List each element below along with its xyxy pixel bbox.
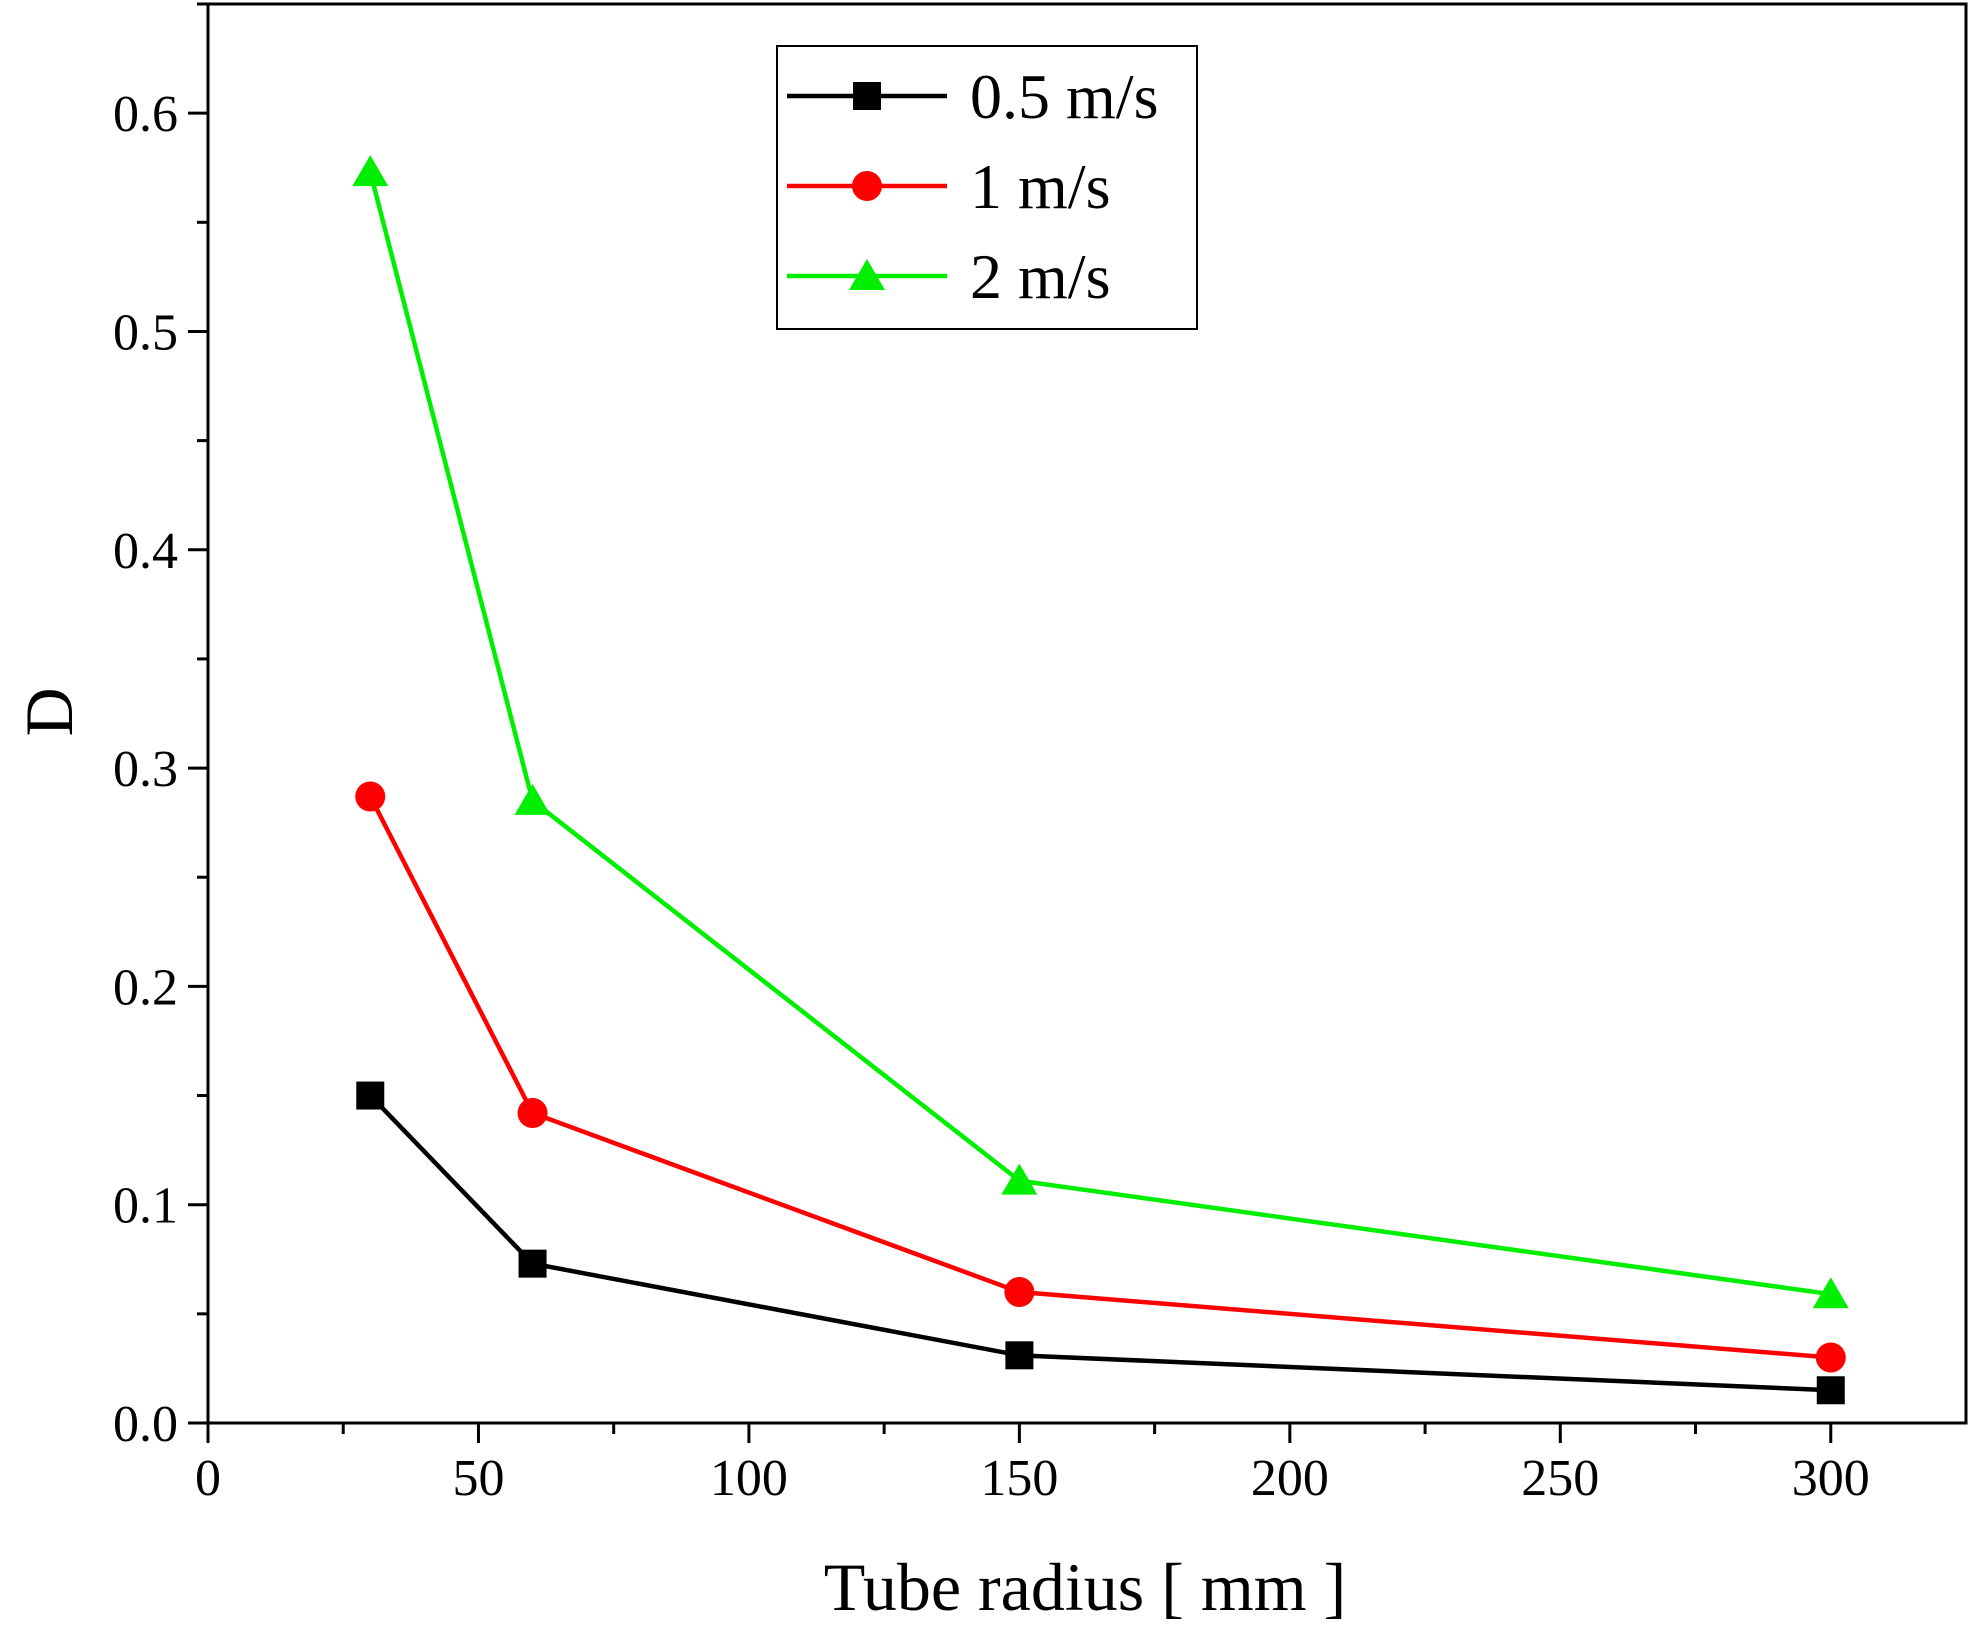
series-line bbox=[368, 795, 1831, 1360]
axis-ticks bbox=[188, 2, 1833, 1443]
y-tick-labels: 0.0 0.1 0.2 0.3 0.4 0.5 0.6 bbox=[113, 86, 178, 1453]
x-tick-label: 50 bbox=[452, 1450, 504, 1507]
series-line bbox=[368, 171, 1832, 1297]
series-1-m-s bbox=[355, 781, 1846, 1373]
series-2-m-s bbox=[352, 155, 1849, 1309]
legend-marker bbox=[849, 259, 885, 290]
x-tick-label: 0 bbox=[195, 1450, 221, 1507]
y-tick-label: 0.3 bbox=[113, 741, 178, 798]
data-point bbox=[1812, 1277, 1849, 1309]
data-point bbox=[514, 783, 551, 815]
y-tick-label: 0.2 bbox=[113, 959, 178, 1016]
series-line bbox=[368, 1093, 1831, 1393]
series-lines bbox=[352, 155, 1849, 1405]
x-tick-label: 250 bbox=[1521, 1450, 1599, 1507]
x-tick-label: 100 bbox=[710, 1450, 788, 1507]
data-point bbox=[1005, 1341, 1034, 1370]
x-tick-labels: 0 50 100 150 200 250 300 bbox=[195, 1450, 1870, 1507]
legend-entry: 1 m/s bbox=[787, 151, 1110, 222]
series-0-5-m-s bbox=[356, 1081, 1845, 1405]
data-point bbox=[356, 1081, 385, 1110]
x-tick-label: 200 bbox=[1251, 1450, 1329, 1507]
y-tick-label: 0.6 bbox=[113, 86, 178, 143]
y-tick-label: 0.1 bbox=[113, 1178, 178, 1235]
plot-frame bbox=[206, 2, 1968, 1425]
data-point bbox=[517, 1098, 548, 1129]
y-tick-label: 0.5 bbox=[113, 304, 178, 361]
data-point bbox=[1816, 1376, 1845, 1405]
data-point bbox=[1004, 1277, 1035, 1308]
x-axis-label: Tube radius [ mm ] bbox=[824, 1549, 1347, 1625]
legend: 0.5 m/s 1 m/s 2 m/s bbox=[776, 45, 1198, 330]
y-axis-label: D bbox=[11, 687, 87, 736]
plot-area bbox=[206, 2, 1968, 1425]
legend-label: 0.5 m/s bbox=[970, 61, 1158, 132]
data-point bbox=[355, 781, 386, 812]
legend-marker bbox=[852, 171, 882, 201]
x-tick-label: 300 bbox=[1792, 1450, 1870, 1507]
legend-entry: 2 m/s bbox=[787, 241, 1110, 312]
data-point bbox=[1815, 1342, 1846, 1373]
y-tick-label: 0.0 bbox=[113, 1396, 178, 1453]
data-point bbox=[1001, 1163, 1038, 1195]
data-point bbox=[352, 155, 389, 187]
x-tick-label: 150 bbox=[980, 1450, 1058, 1507]
legend-label: 1 m/s bbox=[970, 151, 1110, 222]
legend-label: 2 m/s bbox=[970, 241, 1110, 312]
data-point bbox=[518, 1249, 547, 1278]
y-tick-label: 0.4 bbox=[113, 523, 178, 580]
legend-marker bbox=[853, 82, 881, 110]
legend-entry: 0.5 m/s bbox=[787, 61, 1158, 132]
